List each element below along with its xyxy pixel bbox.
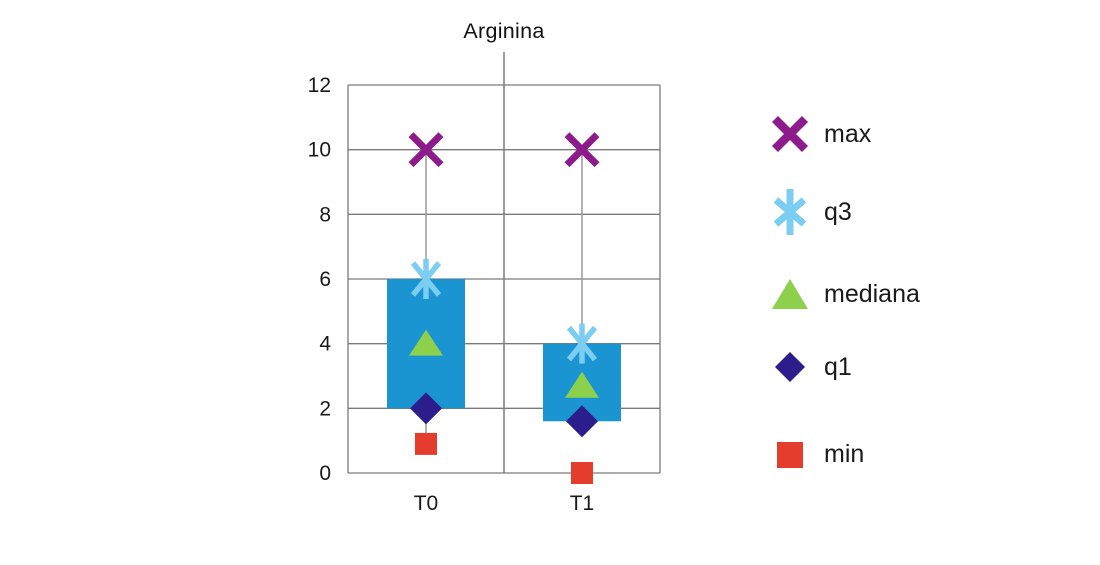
legend-item-mediana: mediana [770,278,920,310]
y-tick-label: 8 [319,203,331,226]
mediana-triangle-icon [770,278,810,310]
category-labels: T0 T1 [414,492,595,515]
legend-item-q1: q1 [770,351,852,383]
legend-label-max: max [824,119,872,148]
y-tick-label: 2 [319,397,331,420]
legend-label-mediana: mediana [824,279,920,308]
y-tick-labels: 0 2 4 6 8 10 12 [308,74,332,485]
y-tick-label: 12 [308,74,331,97]
y-tick-label: 4 [319,333,331,356]
max-x-icon [770,115,810,153]
chart-title: Arginina [463,19,545,43]
y-tick-label: 6 [319,268,331,291]
q3-asterisk-icon [770,187,810,237]
legend-label-q1: q1 [824,352,852,381]
legend-item-q3: q3 [770,187,852,237]
y-tick-label: 10 [308,139,331,162]
markers [408,132,600,484]
category-label-T1: T1 [570,492,595,515]
legend-item-min: min [770,440,864,469]
legend-label-q3: q3 [824,197,852,226]
y-tick-label: 0 [319,462,331,485]
min-square-icon [770,441,810,468]
category-label-T0: T0 [414,492,439,515]
q1-diamond-icon [770,351,810,383]
legend-item-max: max [770,115,871,153]
legend-label-min: min [824,440,865,468]
